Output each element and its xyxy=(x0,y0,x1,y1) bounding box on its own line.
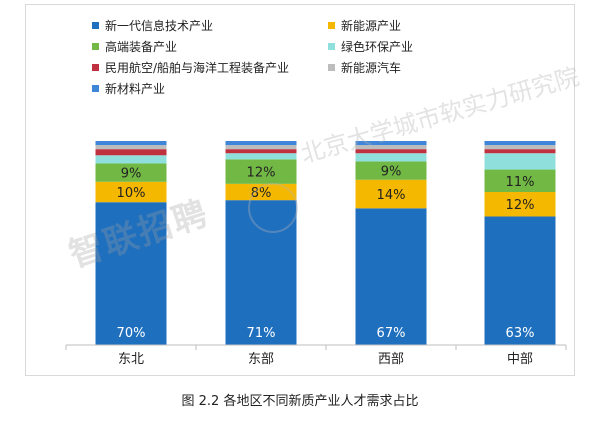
x-tick-label-1: 东北 xyxy=(118,352,144,367)
bar-segment-1-4 xyxy=(95,155,167,164)
bar-segment-4-5 xyxy=(484,149,556,154)
legend-swatch-2 xyxy=(328,22,335,29)
figure-caption: 图 2.2 各地区不同新质产业人才需求占比 xyxy=(181,394,419,409)
bar-segment-3-6 xyxy=(355,145,427,150)
bar-segment-3-4 xyxy=(355,153,427,162)
bar-segment-2-7 xyxy=(225,141,297,146)
data-label-4-2: 12% xyxy=(506,198,535,213)
legend-swatch-4 xyxy=(328,43,335,50)
legend-swatch-3 xyxy=(92,43,99,50)
bar-segment-2-2 xyxy=(225,183,297,201)
data-label-4-3: 11% xyxy=(506,175,535,190)
legend-label-5: 民用航空/船舶与海洋工程装备产业 xyxy=(105,60,289,75)
legend-swatch-7 xyxy=(92,85,99,92)
bar-segment-3-5 xyxy=(355,149,427,154)
bar-segment-1-3 xyxy=(95,163,167,182)
x-tick-label-2: 东部 xyxy=(248,352,274,367)
legend-label-2: 新能源产业 xyxy=(341,18,401,33)
legend-swatch-5 xyxy=(92,64,99,71)
bar-segment-2-4 xyxy=(225,153,297,160)
bar-segment-3-1 xyxy=(355,208,427,345)
legend-label-7: 新材料产业 xyxy=(105,81,165,96)
bar-segment-4-1 xyxy=(484,216,556,345)
data-label-4-1: 63% xyxy=(506,326,535,341)
bar-segment-2-6 xyxy=(225,145,297,150)
data-label-1-1: 70% xyxy=(117,326,146,341)
bar-segment-4-3 xyxy=(484,169,556,192)
bar-segment-4-4 xyxy=(484,153,556,170)
legend-label-4: 绿色环保产业 xyxy=(341,39,413,54)
bar-segment-1-2 xyxy=(95,181,167,203)
legend-swatch-6 xyxy=(328,64,335,71)
stacked-bar-chart: 70% 10% 9% 东北 71% 8% 12% 东部 67% 14% 9% 西部 63% 12% 11% 中… xyxy=(65,18,567,367)
bar-segment-3-2 xyxy=(355,179,427,209)
bar-segment-1-7 xyxy=(95,141,167,146)
x-tick-label-4: 中部 xyxy=(507,352,533,367)
bar-segment-1-1 xyxy=(95,202,167,345)
legend-swatch-1 xyxy=(92,22,99,29)
bar-segment-3-3 xyxy=(355,161,427,180)
bar-segment-1-5 xyxy=(95,149,167,156)
bar-segment-3-7 xyxy=(355,141,427,146)
bar-segment-2-5 xyxy=(225,149,297,154)
data-label-3-1: 67% xyxy=(377,326,406,341)
bar-segment-2-3 xyxy=(225,159,297,184)
bar-segment-1-6 xyxy=(95,145,167,150)
data-label-3-2: 14% xyxy=(377,188,406,203)
legend-label-3: 高端装备产业 xyxy=(105,39,177,54)
legend-label-1: 新一代信息技术产业 xyxy=(105,18,213,33)
legend-label-6: 新能源汽车 xyxy=(341,60,401,75)
bar-segment-4-7 xyxy=(484,141,556,146)
data-label-1-3: 9% xyxy=(121,167,142,182)
data-label-1-2: 10% xyxy=(117,186,146,201)
bar-segment-4-6 xyxy=(484,145,556,150)
x-tick-label-3: 西部 xyxy=(378,352,404,367)
bar-segment-4-2 xyxy=(484,192,556,217)
data-label-2-1: 71% xyxy=(247,326,276,341)
data-label-3-3: 9% xyxy=(381,165,402,180)
data-label-2-3: 12% xyxy=(247,166,276,181)
chart-frame: 70% 10% 9% 东北 71% 8% 12% 东部 67% 14% 9% 西部 63% 12% 11% 中… xyxy=(25,4,575,376)
bar-segment-2-1 xyxy=(225,200,297,345)
data-label-2-2: 8% xyxy=(251,186,272,201)
